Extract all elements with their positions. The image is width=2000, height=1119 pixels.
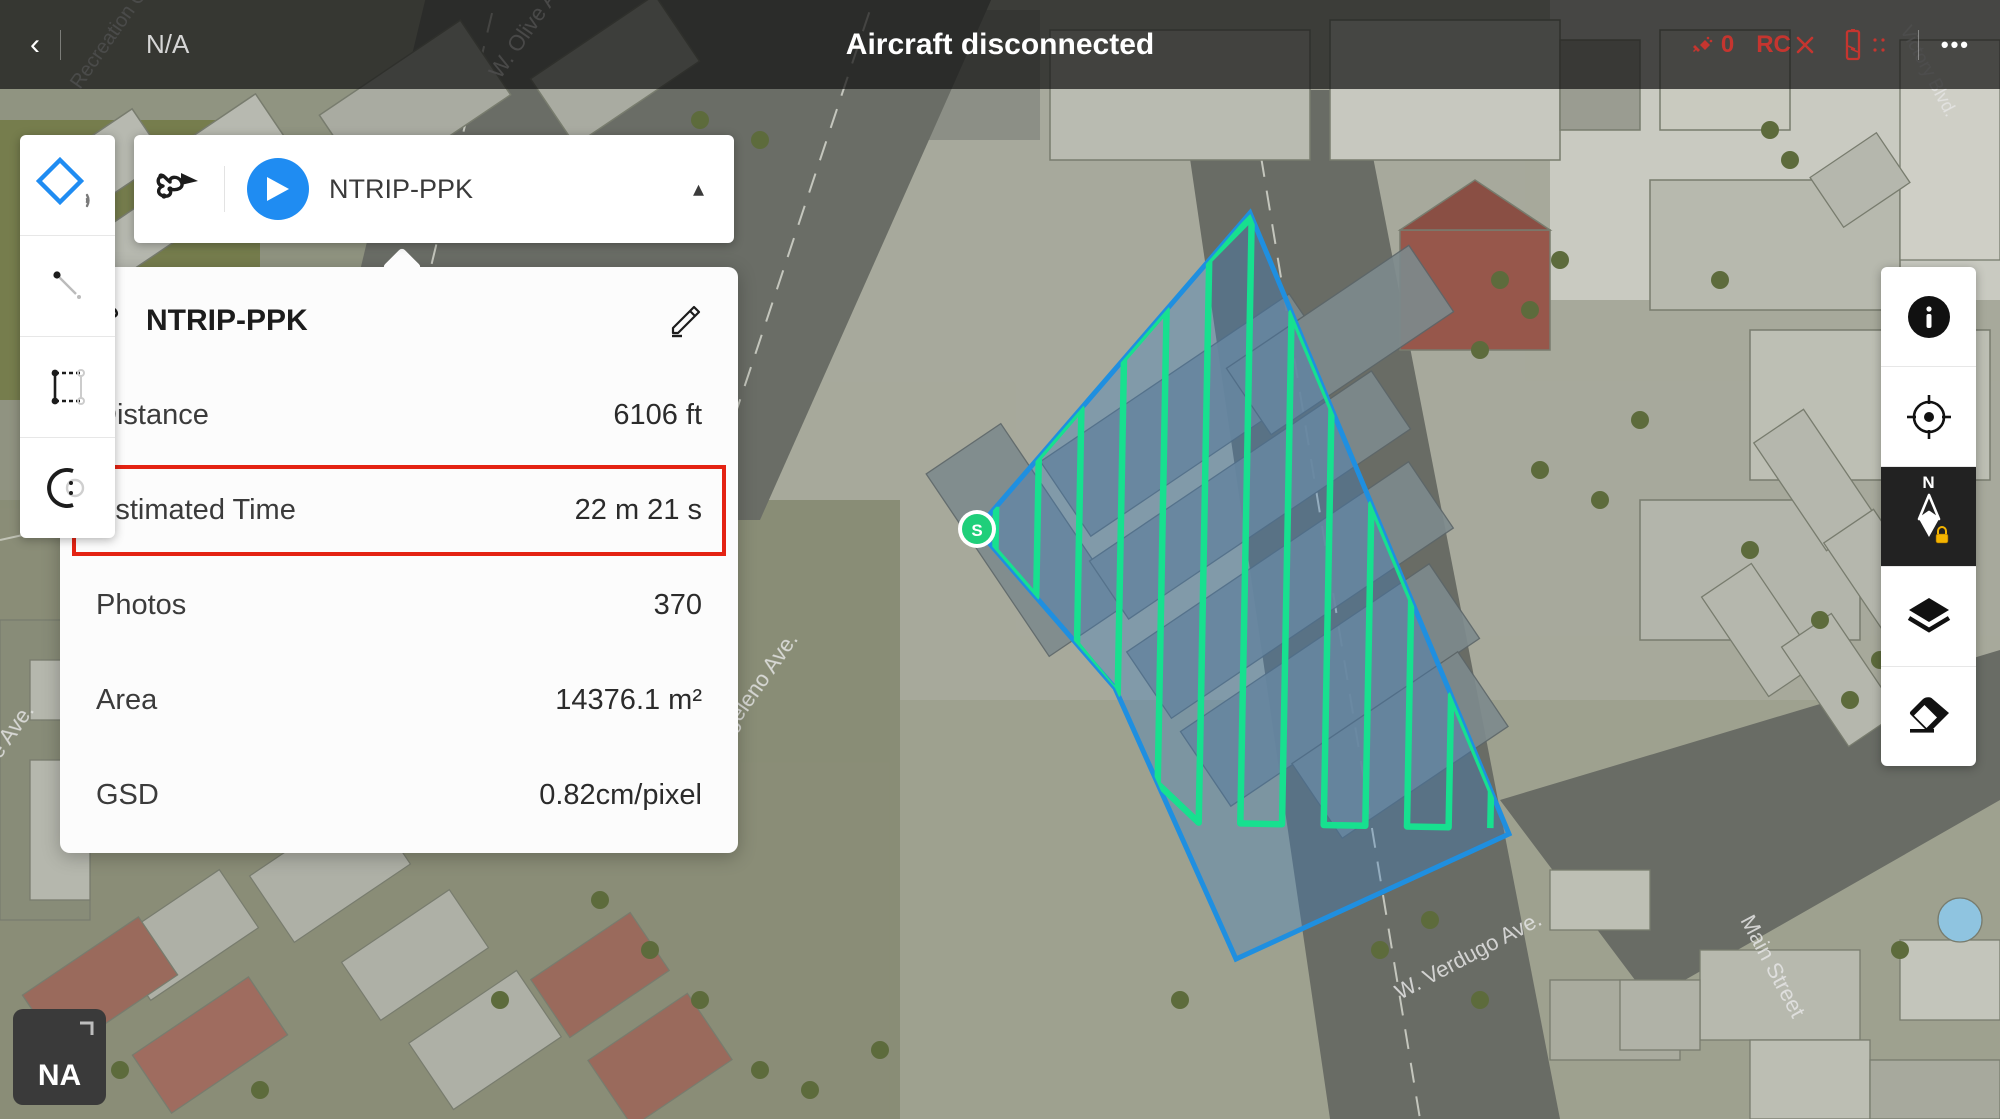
- svg-text:S: S: [971, 521, 982, 540]
